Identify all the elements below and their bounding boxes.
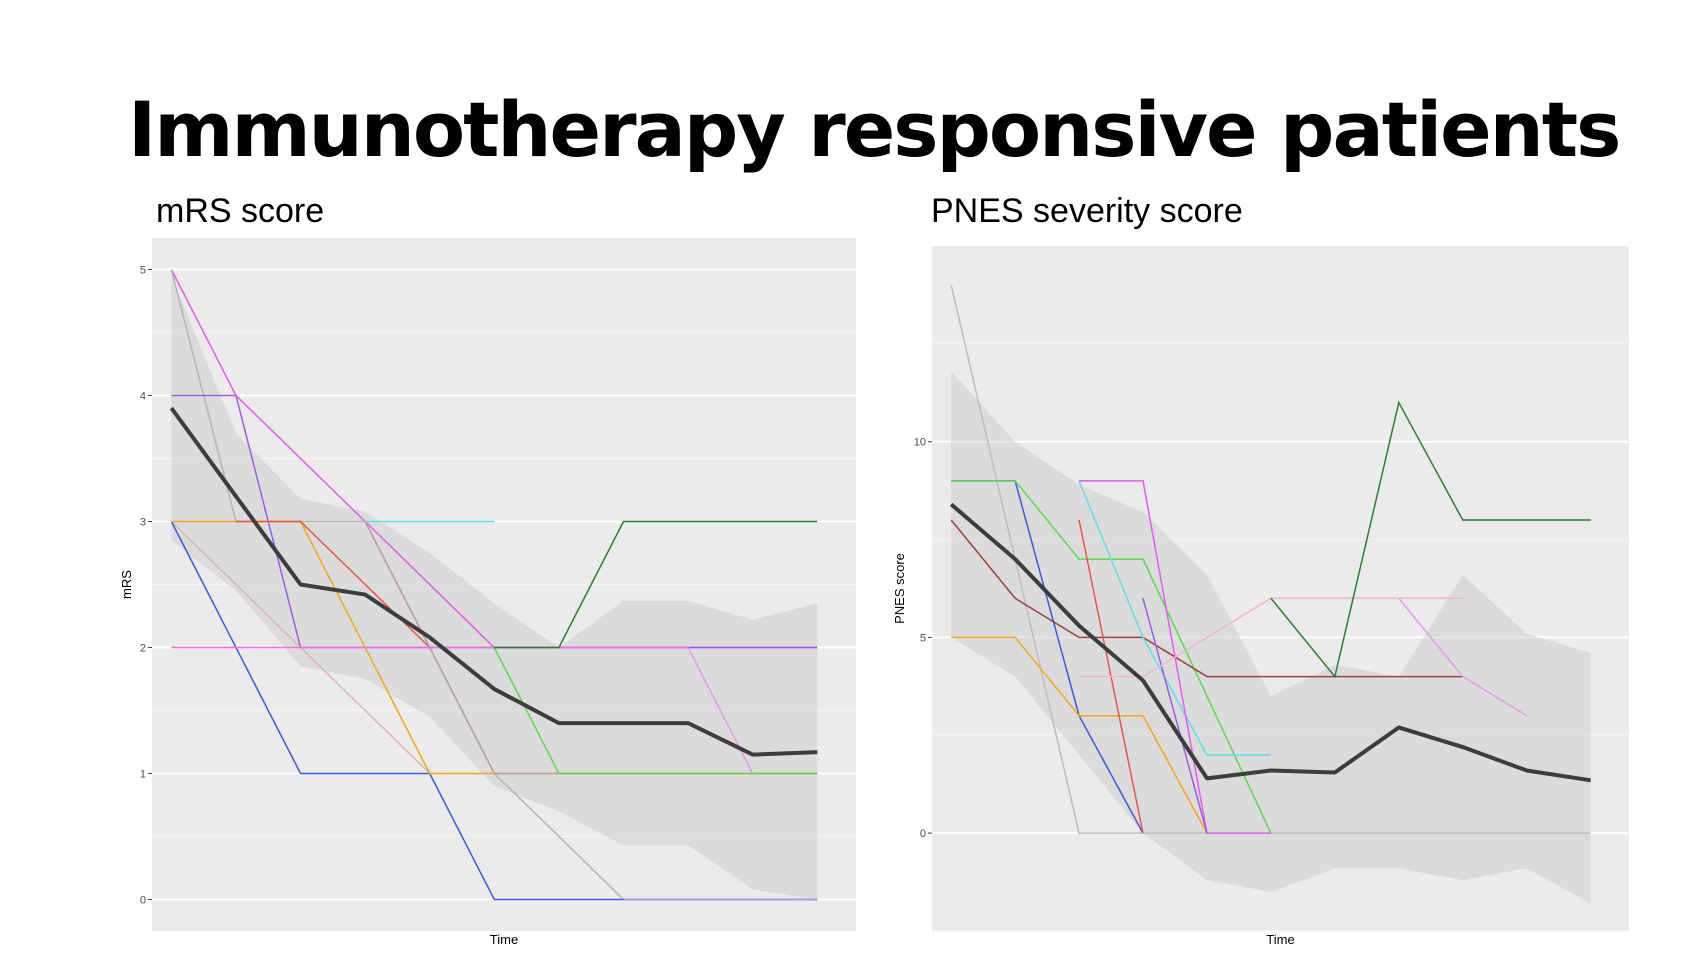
patient-line-13 <box>687 647 754 774</box>
patient-line-12 <box>1398 597 1528 717</box>
patient-line-12 <box>494 520 818 649</box>
patient-line-9 <box>1142 598 1208 834</box>
patient-line-10 <box>1079 597 1463 678</box>
patient-line-4 <box>950 519 1463 678</box>
x-axis-title: Time <box>490 932 518 947</box>
y-axis-title: mRS <box>119 570 134 599</box>
mean-trend-line <box>169 406 818 757</box>
y-tick-label: 3 <box>140 517 146 529</box>
y-tick-label: 4 <box>140 391 146 403</box>
y-axis-title: PNES score <box>892 553 907 624</box>
y-tick-label: 10 <box>914 437 926 449</box>
y-tick-label: 2 <box>140 643 146 655</box>
patient-line-5 <box>951 636 1208 834</box>
confidence-band <box>171 275 818 900</box>
y-tick-label: 0 <box>140 895 146 907</box>
confidence-band <box>951 371 1591 904</box>
x-axis-title: Time <box>1266 932 1294 947</box>
patient-line-11 <box>1270 400 1591 679</box>
y-tick-label: 5 <box>920 632 926 644</box>
mrs-chart-subtitle: mRS score <box>156 192 325 230</box>
patient-line-7 <box>1078 480 1271 756</box>
patient-line-7 <box>235 520 431 649</box>
y-tick-label: 1 <box>140 769 146 781</box>
pnes-chart-subtitle: PNES severity score <box>931 192 1243 230</box>
plot-panel <box>932 246 1629 931</box>
patient-line-9 <box>364 521 559 775</box>
slide-title: Immunotherapy responsive patients <box>128 85 1621 174</box>
y-tick-label: 0 <box>920 828 926 840</box>
mean-trend-line <box>949 502 1591 783</box>
patient-line-1 <box>950 284 1591 834</box>
y-tick-label: 5 <box>140 265 146 277</box>
patient-line-11 <box>493 647 818 775</box>
